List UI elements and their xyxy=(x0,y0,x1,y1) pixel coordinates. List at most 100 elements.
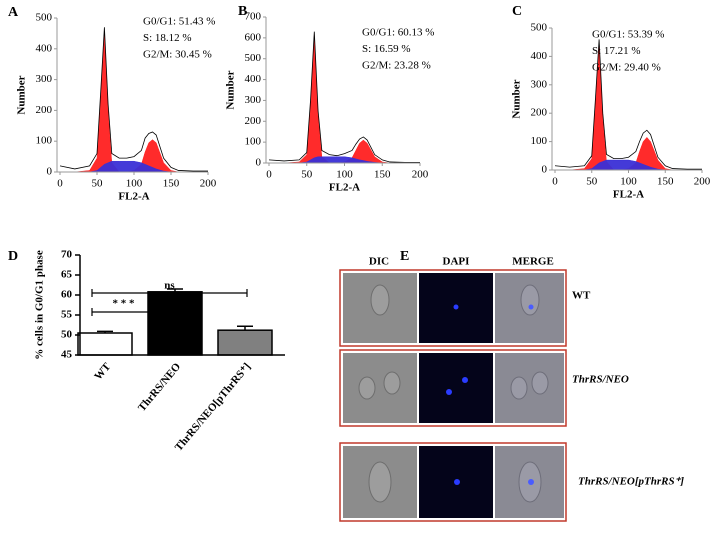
y-tick-label: 0 xyxy=(47,166,53,178)
row-label: ThrRS/NEO xyxy=(572,374,629,386)
y-tick-label: 400 xyxy=(245,73,262,85)
x-axis-label: FL2-A xyxy=(613,189,644,201)
annotation: G0/G1: 53.39 % xyxy=(592,29,664,41)
row-label: ThrRS/NEO[pThrRS⁺] xyxy=(578,476,684,488)
cell xyxy=(510,376,528,400)
x-tick-label: 0 xyxy=(57,178,63,190)
y-axis-label: Number xyxy=(16,75,28,114)
y-tick-label: 500 xyxy=(36,12,53,24)
y-tick-label: 100 xyxy=(36,135,53,147)
y-tick-label: 0 xyxy=(256,157,262,169)
x-tick-label: ThrRS/NEO[pThrRS⁺] xyxy=(173,361,254,454)
cell xyxy=(520,284,540,316)
x-tick-label: 200 xyxy=(694,176,711,188)
significance-bracket xyxy=(91,289,248,297)
y-tick-label: 200 xyxy=(245,115,262,127)
y-tick-label: 300 xyxy=(36,73,53,85)
y-tick-label: 300 xyxy=(531,78,548,90)
annotation: S: 16.59 % xyxy=(362,43,411,55)
annotation: G2/M: 29.40 % xyxy=(592,62,661,74)
x-tick-label: 200 xyxy=(412,169,429,181)
nucleus xyxy=(528,479,534,485)
nucleus xyxy=(528,304,534,310)
y-tick-label: 100 xyxy=(245,136,262,148)
bar xyxy=(77,332,133,356)
histogram-outline xyxy=(554,39,702,170)
panel-label: D xyxy=(8,249,18,264)
cell xyxy=(358,376,376,400)
x-tick-label: ThrRS/NEO xyxy=(136,361,184,414)
x-tick-label: 100 xyxy=(126,178,143,190)
bar xyxy=(147,291,203,356)
dic-image xyxy=(343,353,417,423)
histogram-outline xyxy=(59,27,208,172)
x-tick-label: 50 xyxy=(586,176,598,188)
histogram-outline xyxy=(268,31,420,163)
y-tick-label: 200 xyxy=(36,104,53,116)
column-header: MERGE xyxy=(512,256,554,268)
y-tick-label: 400 xyxy=(36,42,53,54)
y-tick-label: 0 xyxy=(542,164,548,176)
x-axis-label: FL2-A xyxy=(118,191,149,203)
significance-label: * * * xyxy=(113,298,136,310)
y-tick-label: 600 xyxy=(245,31,262,43)
panel-label: C xyxy=(512,4,522,19)
y-axis-label: Number xyxy=(225,70,237,109)
error-bar xyxy=(237,325,253,331)
y-tick-label: 200 xyxy=(531,107,548,119)
x-tick-label: 100 xyxy=(620,176,637,188)
annotation: G0/G1: 60.13 % xyxy=(362,27,434,39)
x-axis-label: FL2-A xyxy=(329,182,360,194)
nucleus xyxy=(453,304,459,310)
y-axis-label: Number xyxy=(511,79,523,118)
column-header: DAPI xyxy=(443,256,470,268)
y-tick-label: 65 xyxy=(61,269,73,281)
x-tick-label: 150 xyxy=(374,169,391,181)
y-tick-label: 500 xyxy=(245,52,262,64)
y-tick-label: 70 xyxy=(61,249,73,261)
panel-e: E DIC DAPI MERGE WT ThrRS/NEO T xyxy=(339,249,684,522)
annotation: G0/G1: 51.43 % xyxy=(143,16,215,28)
y-tick-label: 400 xyxy=(531,50,548,62)
x-tick-label: 150 xyxy=(657,176,674,188)
annotation: G2/M: 30.45 % xyxy=(143,49,212,61)
dapi-image xyxy=(419,353,493,423)
x-tick-label: 0 xyxy=(266,169,272,181)
y-tick-label: 50 xyxy=(61,329,73,341)
annotation: S: 17.21 % xyxy=(592,45,641,57)
y-tick-label: 300 xyxy=(245,94,262,106)
error-bar xyxy=(97,330,113,333)
x-tick-label: WT xyxy=(92,360,113,382)
significance-bracket xyxy=(91,308,176,316)
bar xyxy=(217,329,273,356)
nucleus xyxy=(446,389,452,395)
y-tick-label: 700 xyxy=(245,11,262,23)
annotation: S: 18.12 % xyxy=(143,32,192,44)
y-tick-label: 100 xyxy=(531,135,548,147)
nucleus xyxy=(454,479,460,485)
x-tick-label: 50 xyxy=(92,178,104,190)
cell xyxy=(531,371,549,395)
panel-label: E xyxy=(400,249,409,264)
x-tick-label: 150 xyxy=(163,178,180,190)
significance-label: ns xyxy=(164,280,175,292)
cell xyxy=(383,371,401,395)
x-tick-label: 100 xyxy=(336,169,353,181)
x-tick-label: 200 xyxy=(200,178,217,190)
y-tick-label: 60 xyxy=(61,289,73,301)
annotation: G2/M: 23.28 % xyxy=(362,60,431,72)
y-tick-label: 500 xyxy=(531,22,548,34)
x-tick-label: 50 xyxy=(301,169,313,181)
cell xyxy=(370,284,390,316)
y-tick-label: 55 xyxy=(61,309,73,321)
cell xyxy=(368,461,392,503)
y-tick-label: 45 xyxy=(61,349,73,361)
panel-label: A xyxy=(8,5,19,20)
merge-image xyxy=(495,353,564,423)
panel-label: B xyxy=(238,4,247,19)
y-axis-label: % cells in G0/G1 phase xyxy=(34,250,46,360)
x-tick-label: 0 xyxy=(552,176,558,188)
error-bar xyxy=(167,288,183,292)
